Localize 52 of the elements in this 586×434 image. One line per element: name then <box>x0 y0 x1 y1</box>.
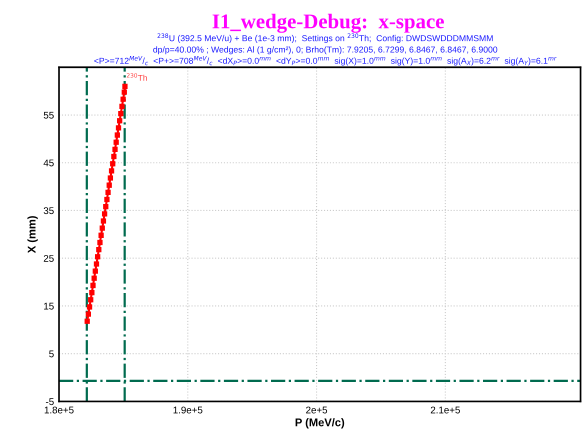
point <box>94 261 100 267</box>
point <box>92 276 97 281</box>
point <box>89 290 94 296</box>
chart-title: I1_wedge-Debug: x-space <box>212 14 444 33</box>
point <box>100 226 105 231</box>
y-axis-title: X (mm) <box>27 216 38 254</box>
x-tick-label: 1.8e+5 <box>44 406 74 414</box>
point <box>119 104 125 110</box>
y-tick-label: 55 <box>44 112 54 119</box>
point <box>106 182 112 188</box>
y-tick-label: -5 <box>46 398 54 406</box>
y-tick-label: 15 <box>44 302 54 310</box>
point <box>116 125 122 131</box>
point <box>108 175 114 181</box>
point <box>105 190 111 195</box>
point <box>86 304 92 310</box>
point <box>122 84 128 90</box>
point <box>120 96 126 102</box>
annotation: $^{230}$Th <box>126 73 147 81</box>
text: dp/p=40.00% ; Wedges: Al (1 g/cm²), 0; Brho(Tm): 7.9205, 6.7299, 6.8467, 6.8467, 6.9000 <box>153 46 498 54</box>
y-tick-label: 5 <box>49 350 54 358</box>
x-tick-label: 2.1e+5 <box>430 406 460 414</box>
y-tick-label: 45 <box>44 160 54 166</box>
y-tick-label: 25 <box>44 254 54 262</box>
point <box>84 318 90 324</box>
point <box>114 140 119 145</box>
point <box>117 118 122 124</box>
point <box>95 254 100 260</box>
point <box>110 161 116 166</box>
x-axis-title: P (MeV/c) <box>296 418 344 429</box>
point <box>86 311 92 317</box>
text: $^{238}$U (392.5 MeV/u) + Be (1e-3 mm); Settings on $^{230}$Th; Config: DWDSWDDDMMSMM <box>158 33 493 43</box>
point <box>112 146 118 152</box>
point <box>111 154 117 160</box>
y-tick-label: 35 <box>44 207 54 214</box>
point <box>97 240 103 246</box>
x-tick-label: 1.9e+5 <box>174 406 202 414</box>
point <box>92 268 98 274</box>
point <box>100 218 106 224</box>
text: <P>=712$^{MeV}$/$_{c}$ <P+>=708$^{MeV}$/$_{c}$ <dX$_{P}$>=0.0$^{mm}$ <dY$_{P}$>=0.0$^{mm}$ sig(X)=1.0$^{mm}$ sig(Y)=1.0$^{mm}$ sig(A$_{X}$)=6.2$^{mr}$ sig(A$_{Y}$)=6.1$^{mr}$ <box>94 56 557 66</box>
point <box>98 232 104 238</box>
point <box>103 204 108 210</box>
point <box>88 297 94 302</box>
point <box>102 211 108 216</box>
point <box>90 282 96 288</box>
point <box>114 132 120 138</box>
point <box>104 196 110 202</box>
x-tick-label: 2e+5 <box>306 406 328 414</box>
point <box>96 246 102 252</box>
point <box>118 110 124 116</box>
point <box>122 89 127 95</box>
point <box>108 168 114 174</box>
